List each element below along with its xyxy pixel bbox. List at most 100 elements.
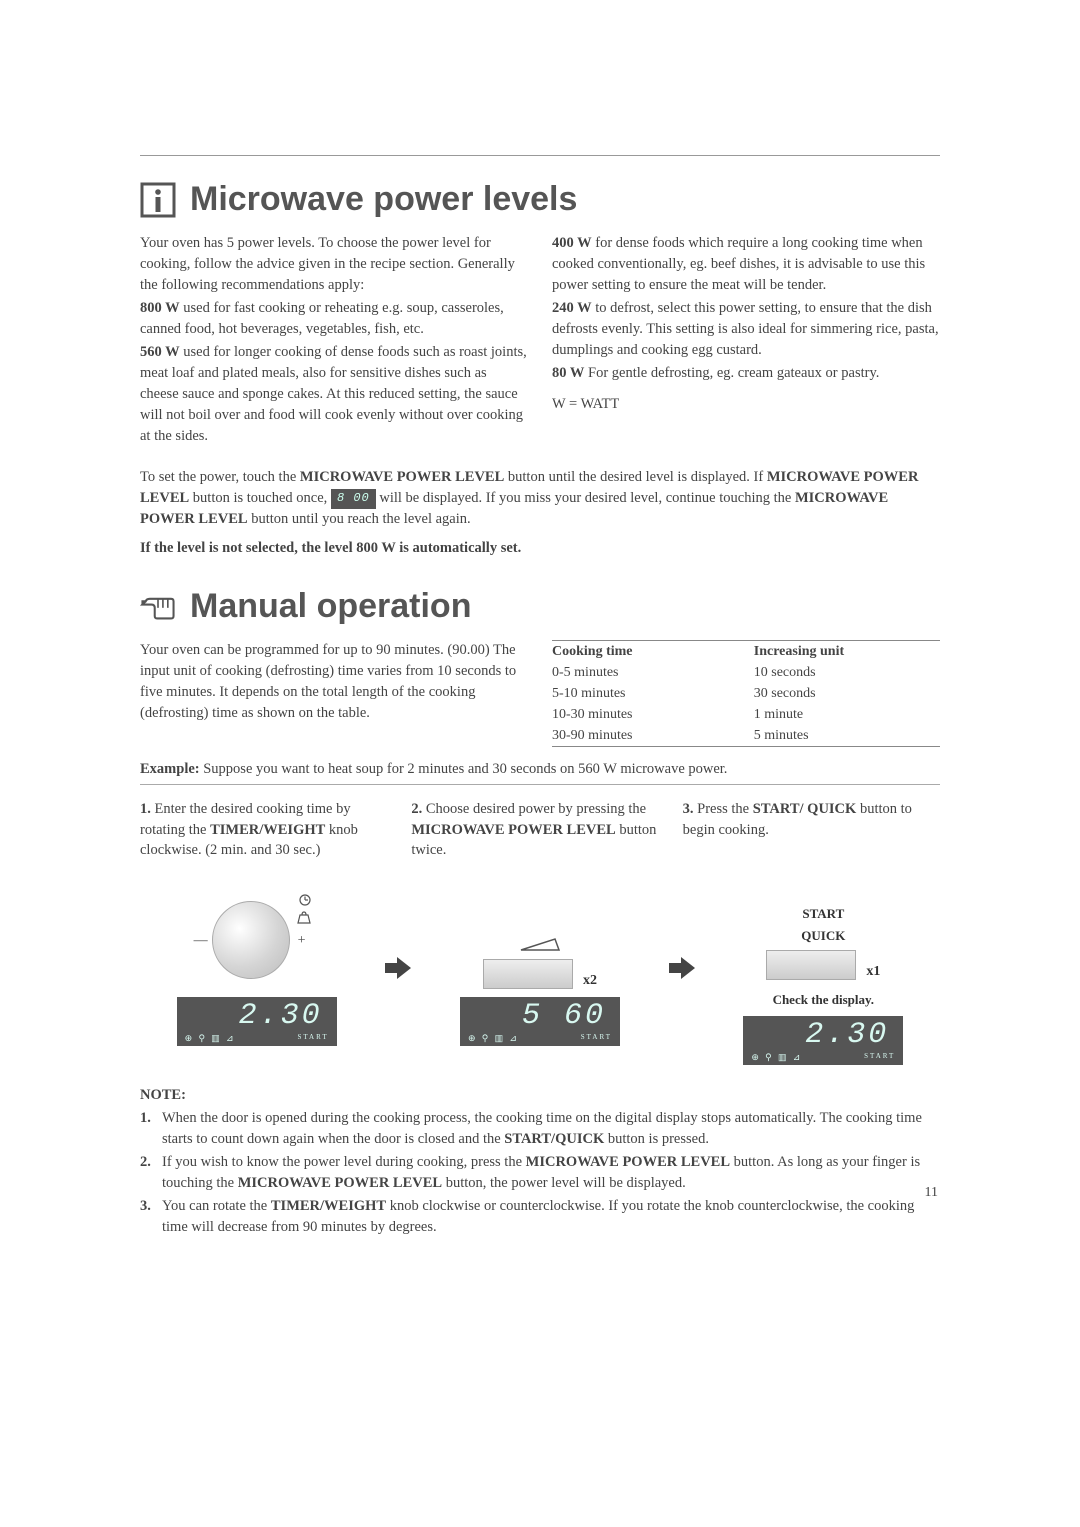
cell: 10 seconds: [754, 662, 940, 683]
table-row: 0-5 minutes 10 seconds: [552, 662, 940, 683]
th-increasing-unit: Increasing unit: [754, 641, 940, 662]
press-count: x1: [866, 964, 880, 980]
note-pre: If you wish to know the power level duri…: [162, 1154, 526, 1170]
step-num: 2.: [411, 801, 422, 817]
diagram-2: x2 5 60 ⊕ ⚲ ▥ ⊿START: [423, 889, 656, 1046]
p400: 400 W for dense foods which require a lo…: [552, 233, 940, 296]
p240-label: 240 W: [552, 300, 592, 316]
section-heading-power-levels: Microwave power levels: [140, 180, 940, 219]
step-num: 1.: [140, 801, 151, 817]
step-1: 1. Enter the desired cooking time by rot…: [140, 799, 397, 860]
display-digits: 2.30: [185, 1001, 329, 1031]
p80: 80 W For gentle defrosting, eg. cream ga…: [552, 363, 940, 384]
example-text: Suppose you want to heat soup for 2 minu…: [200, 761, 728, 777]
notes-section: NOTE: 1. When the door is opened during …: [140, 1085, 940, 1238]
knob-illustration: — +: [182, 889, 332, 989]
cooking-time-table: Cooking time Increasing unit 0-5 minutes…: [552, 640, 940, 747]
step-num: 3.: [683, 801, 694, 817]
icon-row: ⊕ ⚲ ▥ ⊿: [185, 1033, 236, 1044]
p240: 240 W to defrost, select this power sett…: [552, 298, 940, 361]
minus-icon: —: [194, 933, 208, 949]
diagrams-row: — + 2.30 ⊕ ⚲ ▥ ⊿ START: [140, 870, 940, 1065]
diagram-3: START QUICK x1 Check the display. 2.30 ⊕…: [707, 870, 940, 1065]
p800-text: used for fast cooking or reheating e.g. …: [140, 300, 504, 337]
note-bold: START/QUICK: [504, 1131, 604, 1147]
display-panel-2: 5 60 ⊕ ⚲ ▥ ⊿START: [460, 997, 620, 1046]
sp-2: button until the desired level is displa…: [504, 469, 767, 485]
th-cooking-time: Cooking time: [552, 641, 754, 662]
steps-row: 1. Enter the desired cooking time by rot…: [140, 799, 940, 860]
p400-text: for dense foods which require a long coo…: [552, 235, 925, 293]
cell: 30-90 minutes: [552, 725, 754, 746]
p400-label: 400 W: [552, 235, 592, 251]
arrow-icon: [383, 953, 413, 983]
note-post: button, the power level will be displaye…: [442, 1175, 686, 1191]
col-left: Your oven has 5 power levels. To choose …: [140, 233, 528, 449]
manual-intro: Your oven can be programmed for up to 90…: [140, 640, 528, 724]
p800: 800 W used for fast cooking or reheating…: [140, 298, 528, 340]
step-2: 2. Choose desired power by pressing the …: [411, 799, 668, 860]
start-indicator: START: [864, 1052, 895, 1063]
note-num: 2.: [140, 1152, 162, 1194]
page-content: Microwave power levels Your oven has 5 p…: [140, 155, 940, 1240]
diagram-1: — + 2.30 ⊕ ⚲ ▥ ⊿ START: [140, 889, 373, 1046]
watt-def: W = WATT: [552, 394, 940, 415]
step-pre: Press the: [694, 801, 753, 817]
section-heading-manual: Manual operation: [140, 587, 940, 626]
table-row: 5-10 minutes 30 seconds: [552, 683, 940, 704]
press-count: x2: [583, 973, 597, 989]
example-label: Example:: [140, 761, 200, 777]
note-bold2: MICROWAVE POWER LEVEL: [238, 1175, 442, 1191]
clock-icon: [298, 893, 312, 912]
p560: 560 W used for longer cooking of dense f…: [140, 342, 528, 447]
display-icons: ⊕ ⚲ ▥ ⊿ START: [185, 1033, 329, 1044]
table-row: 30-90 minutes 5 minutes: [552, 725, 940, 746]
display-digits: 2.30: [751, 1020, 895, 1050]
start-indicator: START: [297, 1033, 328, 1044]
set-power-para: To set the power, touch the MICROWAVE PO…: [140, 467, 940, 530]
step-bold: TIMER/WEIGHT: [210, 822, 325, 838]
button-illustration-3: START QUICK x1: [748, 870, 898, 980]
triangle-icon: [515, 935, 565, 953]
page-number: 11: [925, 1185, 938, 1201]
step-bold: MICROWAVE POWER LEVEL: [411, 822, 615, 838]
cell: 5 minutes: [754, 725, 940, 746]
hand-icon: [140, 589, 176, 625]
p80-label: 80 W: [552, 365, 584, 381]
heading-text-2: Manual operation: [190, 587, 471, 626]
display-panel-3: 2.30 ⊕ ⚲ ▥ ⊿ START: [743, 1016, 903, 1065]
cell: 30 seconds: [754, 683, 940, 704]
knob-icon: [212, 901, 290, 979]
intro-text: Your oven has 5 power levels. To choose …: [140, 233, 528, 296]
info-icon: [140, 182, 176, 218]
example-line: Example: Suppose you want to heat soup f…: [140, 761, 940, 785]
button-rect: [483, 959, 573, 989]
display-digits: 5 60: [468, 1001, 612, 1031]
note-num: 3.: [140, 1196, 162, 1238]
note-num: 1.: [140, 1108, 162, 1150]
icon-row: ⊕ ⚲ ▥ ⊿: [751, 1052, 802, 1063]
table-header: Cooking time Increasing unit: [552, 641, 940, 662]
col-right: 400 W for dense foods which require a lo…: [552, 233, 940, 449]
cell: 0-5 minutes: [552, 662, 754, 683]
p80-text: For gentle defrosting, eg. cream gateaux…: [584, 365, 879, 381]
manual-intro-row: Your oven can be programmed for up to 90…: [140, 640, 940, 747]
note-post: button is pressed.: [604, 1131, 709, 1147]
note-2: 2. If you wish to know the power level d…: [140, 1152, 940, 1194]
sp-b1: MICROWAVE POWER LEVEL: [300, 469, 504, 485]
heading-text: Microwave power levels: [190, 180, 577, 219]
p560-text: used for longer cooking of dense foods s…: [140, 344, 527, 444]
note-bold: TIMER/WEIGHT: [271, 1198, 386, 1214]
p240-text: to defrost, select this power setting, t…: [552, 300, 939, 358]
step-bold: START/ QUICK: [753, 801, 857, 817]
note-1: 1. When the door is opened during the co…: [140, 1108, 940, 1150]
step-3: 3. Press the START/ QUICK button to begi…: [683, 799, 940, 860]
check-display-label: Check the display.: [773, 992, 875, 1008]
power-levels-columns: Your oven has 5 power levels. To choose …: [140, 233, 940, 449]
display-chip: 8 00: [331, 489, 376, 508]
display-icons: ⊕ ⚲ ▥ ⊿START: [468, 1033, 612, 1044]
sp-3: button is touched once,: [189, 490, 331, 506]
cell: 10-30 minutes: [552, 704, 754, 725]
note-bold: MICROWAVE POWER LEVEL: [526, 1154, 730, 1170]
display-panel-1: 2.30 ⊕ ⚲ ▥ ⊿ START: [177, 997, 337, 1046]
